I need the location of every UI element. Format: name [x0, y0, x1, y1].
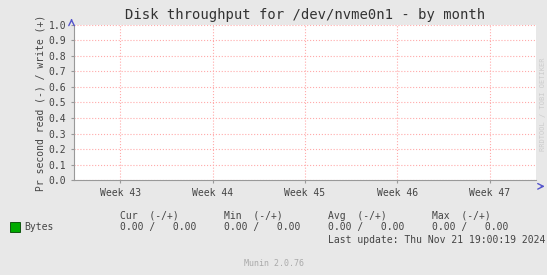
Text: Min  (-/+): Min (-/+) [224, 211, 283, 221]
Text: Bytes: Bytes [24, 222, 54, 232]
Text: 0.00 /   0.00: 0.00 / 0.00 [224, 222, 301, 232]
Text: Munin 2.0.76: Munin 2.0.76 [243, 260, 304, 268]
Text: Max  (-/+): Max (-/+) [432, 211, 491, 221]
Text: 0.00 /   0.00: 0.00 / 0.00 [120, 222, 197, 232]
Text: 0.00 /   0.00: 0.00 / 0.00 [432, 222, 509, 232]
Text: Last update: Thu Nov 21 19:00:19 2024: Last update: Thu Nov 21 19:00:19 2024 [328, 235, 545, 245]
Text: Avg  (-/+): Avg (-/+) [328, 211, 387, 221]
Text: Cur  (-/+): Cur (-/+) [120, 211, 179, 221]
Y-axis label: Pr second read (-) / write (+): Pr second read (-) / write (+) [36, 14, 46, 191]
Text: RRDTOOL / TOBI OETIKER: RRDTOOL / TOBI OETIKER [540, 58, 546, 151]
Title: Disk throughput for /dev/nvme0n1 - by month: Disk throughput for /dev/nvme0n1 - by mo… [125, 8, 485, 22]
Text: 0.00 /   0.00: 0.00 / 0.00 [328, 222, 405, 232]
